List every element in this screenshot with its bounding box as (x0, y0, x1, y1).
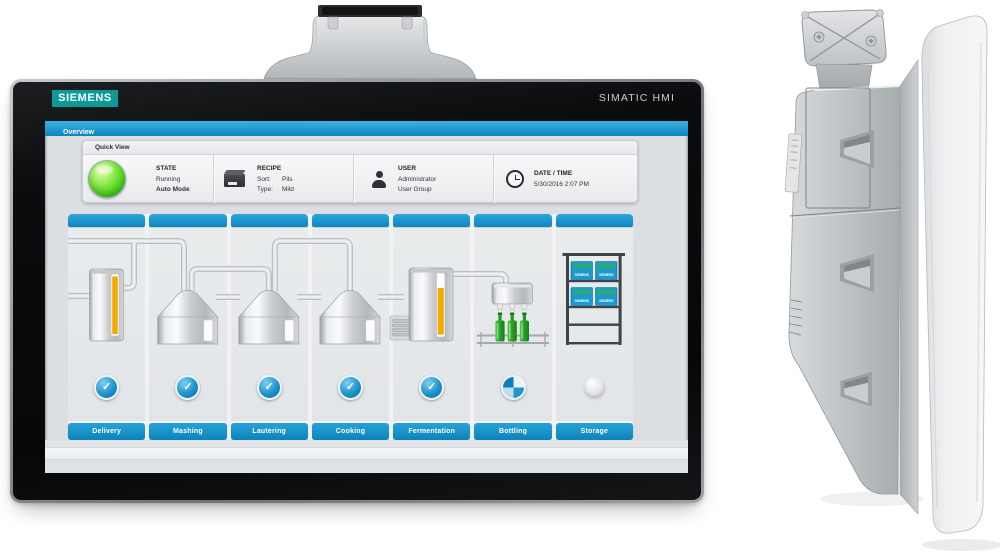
bezel-edge (899, 59, 919, 515)
check-icon: ✓ (102, 381, 112, 393)
hmi-side-view (784, 9, 1000, 551)
pinwheel-icon[interactable]: ✓ (500, 375, 526, 400)
step-button-delivery[interactable]: Delivery (68, 423, 146, 440)
front-bezel-side (921, 15, 988, 534)
step-button-cooking[interactable]: Cooking (311, 423, 390, 440)
quick-view-recipe-section: RECIPE Sort: Pils Type: Mild (213, 155, 353, 203)
vent-fins (789, 299, 803, 336)
mounting-bracket-front (263, 5, 477, 80)
nameplate (784, 133, 803, 193)
hmi-front-view: SIEMENS SIMATIC HMI Overview Quick View … (10, 79, 704, 503)
quick-view-title: Quick View (83, 141, 637, 155)
state-label: STATE (156, 165, 177, 172)
step-header-bar (393, 214, 471, 227)
screw (865, 35, 877, 47)
step-button-mashing[interactable]: Mashing (149, 423, 227, 440)
step-button-bottling[interactable]: Bottling (474, 423, 552, 440)
grip-indent (840, 130, 874, 168)
recipe-label: RECIPE (257, 165, 282, 172)
check-icon: ✓ (345, 381, 356, 393)
process-step-delivery: ✓ Delivery (68, 214, 146, 440)
step-status-icon[interactable]: ✓ (256, 375, 282, 400)
sphere-icon[interactable]: ✓ (583, 377, 605, 398)
state-value: Running (156, 175, 181, 183)
screen-footer (45, 440, 688, 473)
product-label: SIMATIC HMI (598, 92, 675, 104)
screw (813, 31, 825, 43)
state-mode: Auto Mode (156, 186, 190, 193)
user-icon (370, 170, 388, 188)
step-status-icon[interactable]: ✓ (94, 375, 120, 400)
step-status-icon[interactable]: ✓ (419, 375, 445, 400)
step-header-bar (149, 214, 227, 227)
rear-enclosure (784, 85, 901, 495)
process-step-lautering: ✓ Lautering (230, 214, 308, 440)
user-label: USER (398, 165, 417, 172)
clock-icon (506, 170, 524, 188)
user-name: Administrator (398, 175, 437, 183)
user-group: User Group (398, 186, 432, 193)
process-step-mashing: ✓ Mashing (149, 214, 227, 440)
step-button-storage[interactable]: Storage (555, 423, 633, 440)
check-icon: ✓ (264, 381, 274, 393)
quick-view-panel: Quick View STATE Running Auto Mode (82, 140, 638, 203)
process-step-fermentation: ✓ Fermentation (393, 214, 471, 440)
recipe-row: Sort: Pils (257, 175, 293, 183)
quick-view-state-section: STATE Running Auto Mode (83, 155, 213, 203)
step-status-icon[interactable]: ✓ (175, 375, 201, 400)
device-bezel: SIEMENS SIMATIC HMI Overview Quick View … (13, 82, 701, 500)
step-header-bar (68, 214, 146, 227)
process-step-cooking: ✓ Cooking (311, 214, 390, 440)
recipe-row: Type: Mild (257, 186, 294, 193)
quick-view-user-section: USER Administrator User Group (353, 155, 493, 203)
step-status-icon[interactable]: ✓ (337, 375, 363, 400)
process-step-bottling: ✓ Bottling (474, 214, 552, 440)
process-step-storage: ✓ Storage (555, 214, 633, 440)
check-icon: ✓ (183, 381, 193, 393)
step-header-bar (474, 214, 552, 227)
grip-indent (840, 371, 872, 407)
tab-overview[interactable]: Overview (45, 121, 688, 136)
siemens-logo: SIEMENS (52, 90, 118, 107)
step-button-lautering[interactable]: Lautering (230, 423, 308, 440)
check-icon: ✓ (427, 381, 437, 393)
recipe-box-icon (224, 174, 245, 187)
step-button-fermentation[interactable]: Fermentation (393, 423, 471, 440)
state-indicator-lamp (88, 160, 126, 198)
step-header-bar (230, 214, 308, 227)
quick-view-datetime-section: DATE / TIME 5/30/2016 2:07 PM (493, 155, 637, 203)
footer-band (45, 448, 688, 459)
step-header-bar (311, 214, 390, 227)
datetime-label: DATE / TIME (534, 170, 573, 178)
process-overview: SIEMENS SIEMENS SIEMENS SIEMENS ✓ Delive… (68, 214, 633, 440)
grip-indent (840, 254, 874, 292)
tab-overview-label: Overview (63, 129, 95, 136)
step-header-bar (555, 214, 633, 227)
touchscreen: Overview Quick View STATE Running Auto M… (45, 121, 688, 473)
datetime-value: 5/30/2016 2:07 PM (534, 180, 589, 188)
